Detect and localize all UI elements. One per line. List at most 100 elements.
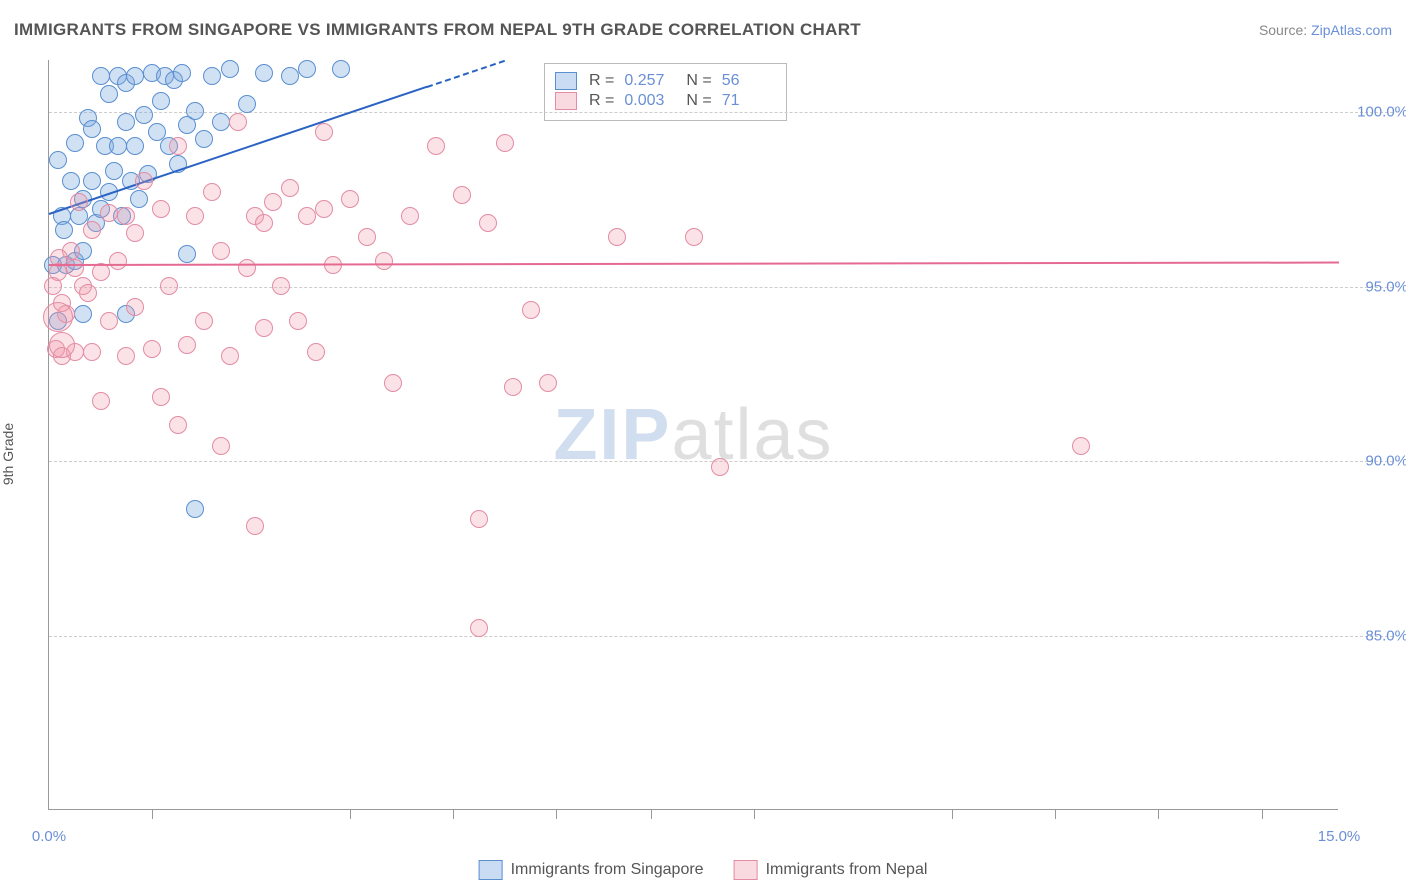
data-point [255, 319, 273, 337]
data-point [221, 60, 239, 78]
legend-swatch-nepal [734, 860, 758, 880]
xtick-label: 15.0% [1318, 828, 1361, 845]
data-point [246, 517, 264, 535]
watermark: ZIPatlas [553, 394, 833, 476]
data-point [100, 204, 118, 222]
xtick-label: 0.0% [32, 828, 66, 845]
stat-n-nepal: 71 [722, 92, 772, 110]
ytick-label: 90.0% [1365, 453, 1406, 470]
xtick [350, 809, 351, 819]
xtick [1262, 809, 1263, 819]
xtick [556, 809, 557, 819]
data-point [62, 172, 80, 190]
data-point [229, 113, 247, 131]
data-point [453, 186, 471, 204]
legend-item-singapore: Immigrants from Singapore [479, 860, 704, 880]
data-point [272, 277, 290, 295]
data-point [470, 510, 488, 528]
xtick [1158, 809, 1159, 819]
data-point [92, 67, 110, 85]
source-link[interactable]: ZipAtlas.com [1311, 22, 1392, 38]
data-point [135, 106, 153, 124]
data-point [79, 284, 97, 302]
data-point [315, 123, 333, 141]
stat-n-label: N = [686, 92, 711, 110]
data-point [341, 190, 359, 208]
xtick [754, 809, 755, 819]
stat-r-nepal: 0.003 [624, 92, 674, 110]
data-point [152, 388, 170, 406]
data-point [255, 64, 273, 82]
data-point [479, 214, 497, 232]
source: Source: ZipAtlas.com [1259, 22, 1392, 38]
data-point [83, 172, 101, 190]
data-point [126, 298, 144, 316]
stats-row-nepal: R = 0.003 N = 71 [555, 92, 772, 110]
data-point [238, 95, 256, 113]
data-point [203, 183, 221, 201]
data-point [66, 134, 84, 152]
data-point [130, 190, 148, 208]
data-point [203, 67, 221, 85]
data-point [375, 252, 393, 270]
data-point [135, 172, 153, 190]
data-point [539, 374, 557, 392]
stat-n-singapore: 56 [722, 72, 772, 90]
legend-label-singapore: Immigrants from Singapore [511, 861, 704, 879]
stats-row-singapore: R = 0.257 N = 56 [555, 72, 772, 90]
data-point [281, 179, 299, 197]
xtick [651, 809, 652, 819]
data-point [126, 224, 144, 242]
swatch-singapore [555, 72, 577, 90]
watermark-atlas: atlas [671, 395, 833, 475]
bottom-legend: Immigrants from Singapore Immigrants fro… [479, 860, 928, 880]
data-point [109, 137, 127, 155]
data-point [212, 113, 230, 131]
stat-r-singapore: 0.257 [624, 72, 674, 90]
ytick-label: 100.0% [1357, 104, 1406, 121]
data-point [195, 130, 213, 148]
data-point [384, 374, 402, 392]
data-point [496, 134, 514, 152]
data-point [83, 343, 101, 361]
gridline-h [49, 636, 1393, 637]
data-point [186, 500, 204, 518]
stat-n-label: N = [686, 72, 711, 90]
data-point [401, 207, 419, 225]
data-point [186, 207, 204, 225]
data-point [74, 305, 92, 323]
data-point [178, 245, 196, 263]
data-point [470, 619, 488, 637]
gridline-h [49, 287, 1393, 288]
data-point [117, 347, 135, 365]
xtick [1055, 809, 1056, 819]
data-point [608, 228, 626, 246]
data-point [126, 137, 144, 155]
data-point [152, 200, 170, 218]
y-axis-label: 9th Grade [0, 423, 16, 485]
data-point [685, 228, 703, 246]
data-point [212, 242, 230, 260]
data-point [711, 458, 729, 476]
data-point [522, 301, 540, 319]
data-point [264, 193, 282, 211]
data-point [178, 336, 196, 354]
swatch-nepal [555, 92, 577, 110]
data-point [117, 207, 135, 225]
chart-title: IMMIGRANTS FROM SINGAPORE VS IMMIGRANTS … [14, 20, 861, 40]
data-point [186, 102, 204, 120]
watermark-zip: ZIP [553, 395, 671, 475]
ytick-label: 95.0% [1365, 278, 1406, 295]
data-point [427, 137, 445, 155]
data-point [105, 162, 123, 180]
data-point [307, 343, 325, 361]
data-point [332, 60, 350, 78]
data-point [83, 120, 101, 138]
data-point [152, 92, 170, 110]
legend-swatch-singapore [479, 860, 503, 880]
data-point [126, 67, 144, 85]
data-point [195, 312, 213, 330]
data-point [1072, 437, 1090, 455]
data-point [298, 207, 316, 225]
data-point [109, 252, 127, 270]
